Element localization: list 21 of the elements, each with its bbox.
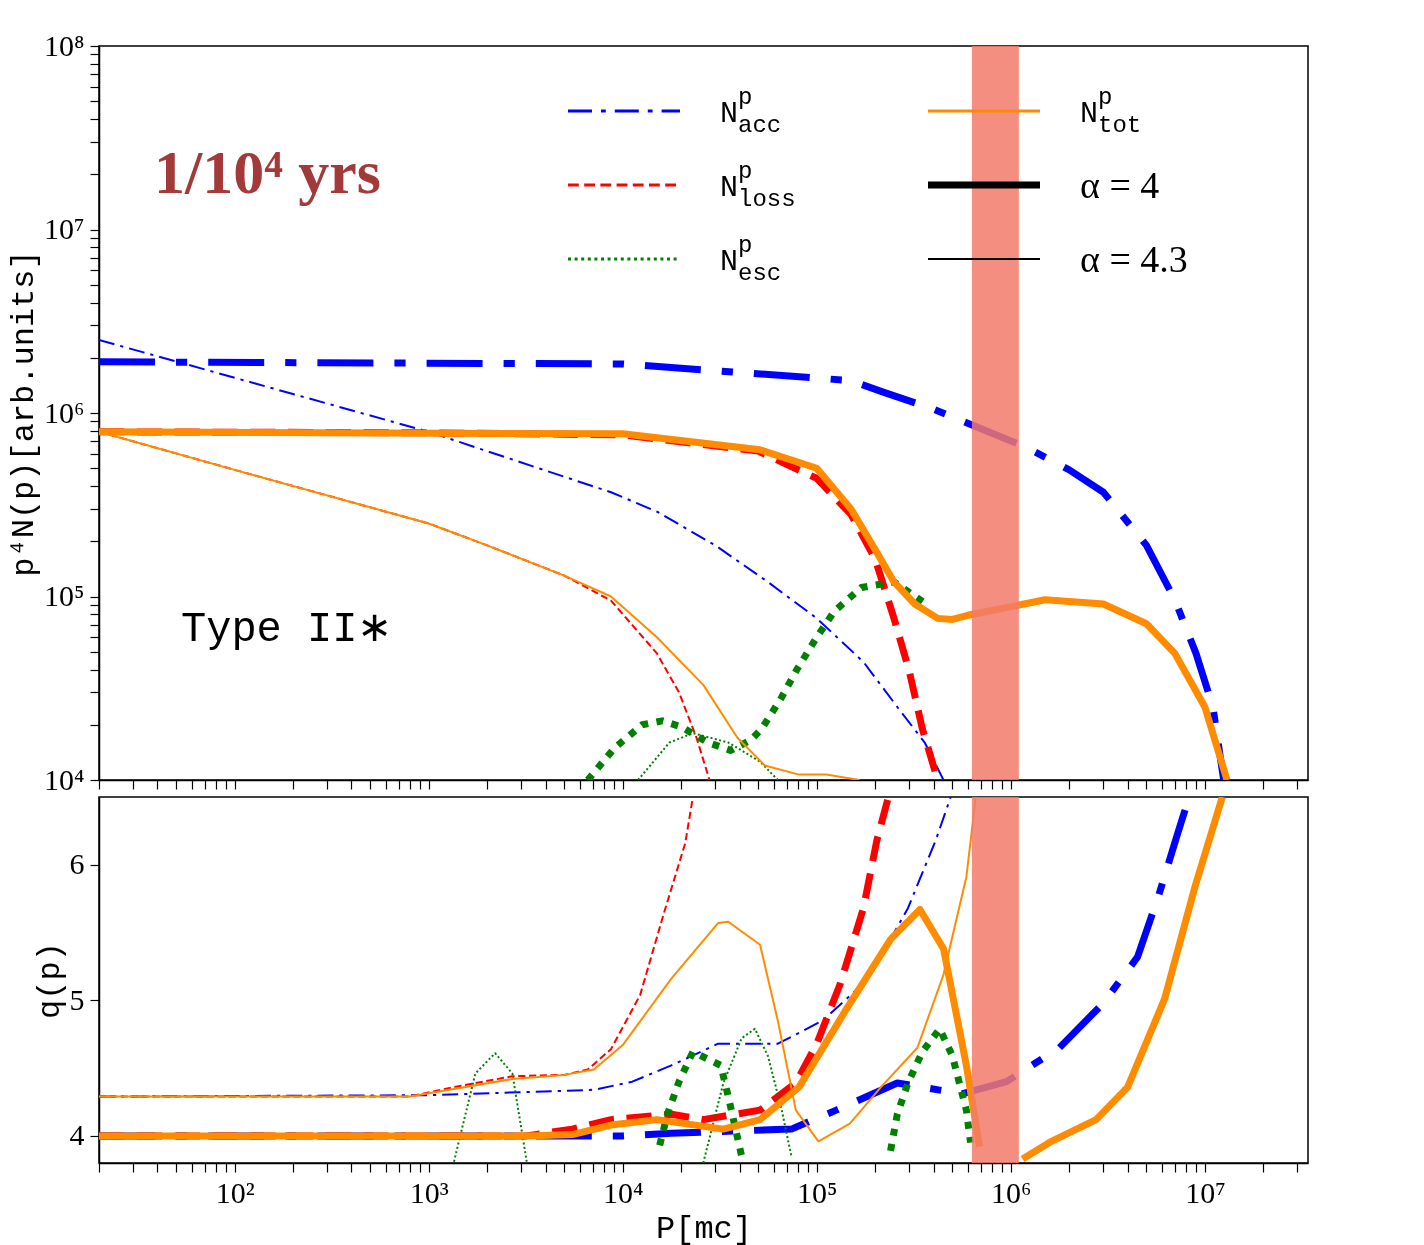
- x-tick-label: 10⁴: [602, 1175, 644, 1209]
- y-tick-label: 6: [69, 847, 85, 881]
- y-tick-label: 10⁴: [44, 762, 85, 796]
- y-tick-label: 10⁶: [44, 395, 85, 429]
- x-tick-label: 10⁷: [1185, 1175, 1226, 1209]
- annotation: 1/10⁴ yrs: [154, 138, 381, 206]
- annotation: Type II∗: [181, 606, 393, 654]
- y-axis-title: p⁴N(p)[arb.units]: [6, 250, 44, 577]
- y-tick-label: 10⁸: [44, 28, 85, 62]
- y-tick-label: 10⁷: [44, 212, 85, 245]
- y-tick-label: 10⁵: [44, 579, 85, 612]
- annotation: α = 4: [1080, 164, 1160, 206]
- x-tick-label: 10⁵: [797, 1175, 838, 1209]
- x-tick-label: 10³: [409, 1175, 449, 1209]
- annotation: α = 4.3: [1080, 238, 1188, 280]
- x-tick-label: 10²: [215, 1175, 255, 1209]
- y-tick-label: 4: [69, 1118, 85, 1152]
- y-tick-label: 5: [69, 982, 85, 1016]
- x-tick-label: 10⁶: [991, 1175, 1032, 1209]
- x-axis-title: P[mc]: [655, 1210, 753, 1245]
- y-axis-title: q(p): [31, 942, 69, 1019]
